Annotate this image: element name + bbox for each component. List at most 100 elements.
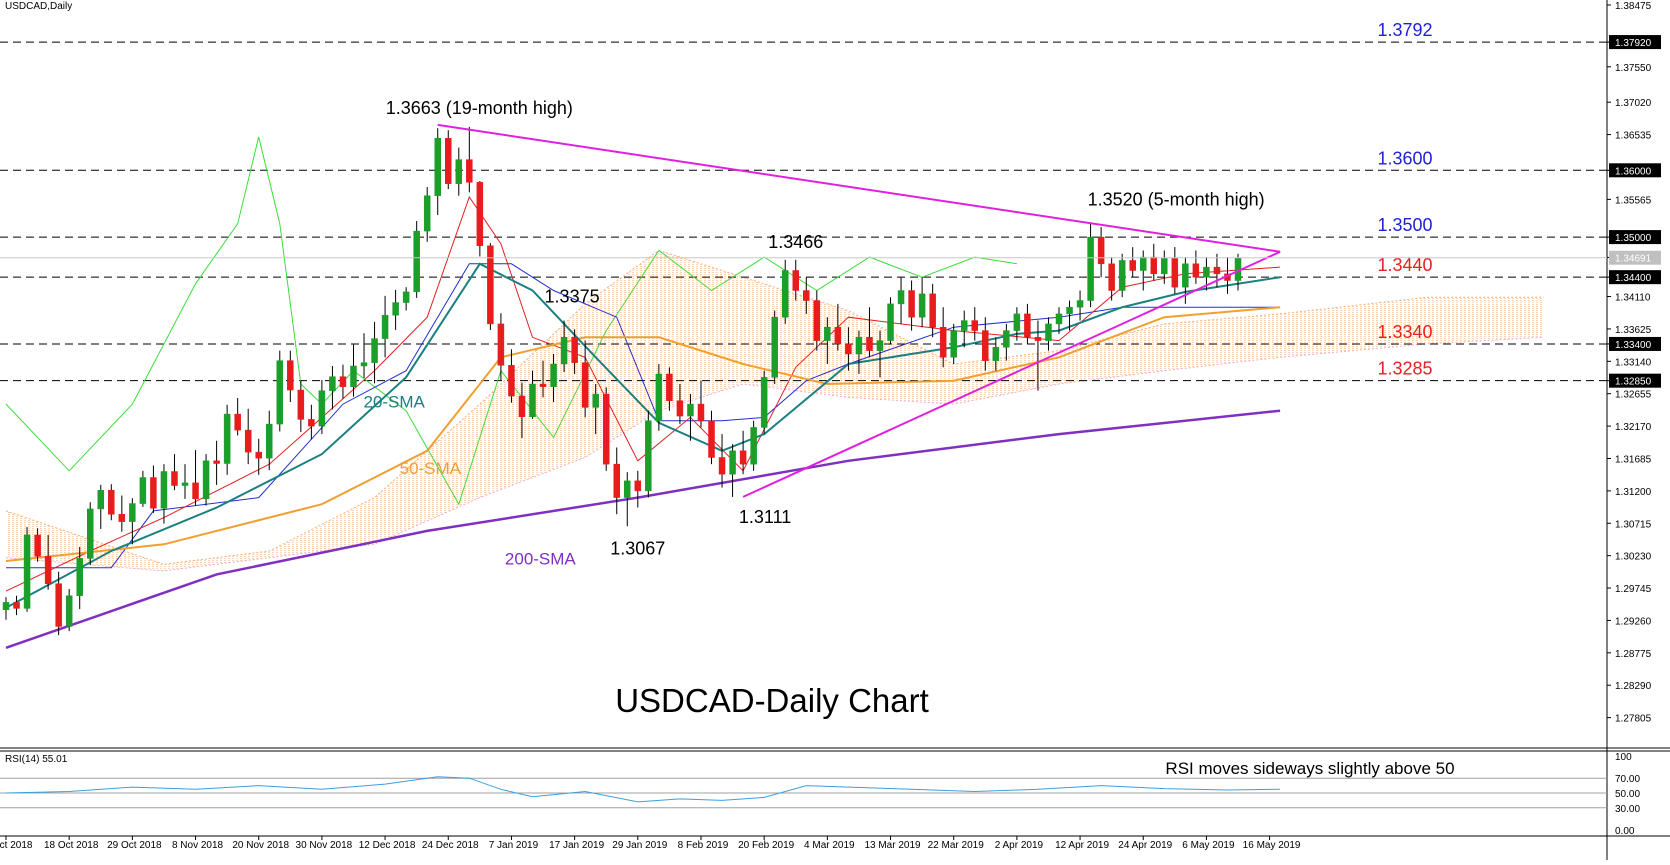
candle-body: [729, 450, 736, 475]
candle-body: [676, 400, 684, 417]
y-tick-label: 1.33625: [1615, 325, 1652, 336]
candle-body: [350, 365, 357, 387]
rsi-tick-label: 100: [1615, 752, 1632, 763]
candle-body: [950, 330, 957, 358]
x-tick-label: 4 Mar 2019: [804, 840, 855, 851]
candle-body: [834, 327, 842, 345]
chikou-line: [5, 136, 1017, 506]
y-tick-label: 1.31685: [1615, 454, 1652, 465]
y-tick-label: 1.38475: [1615, 1, 1652, 12]
x-tick-label: 13 Mar 2019: [864, 840, 921, 851]
candle-body: [2, 602, 10, 611]
y-tick-label: 1.37550: [1615, 63, 1652, 74]
candle-body: [697, 403, 705, 421]
y-tick-label: 1.33140: [1615, 357, 1652, 368]
candle-body: [508, 365, 515, 397]
candle-body: [718, 457, 726, 475]
candle-body: [476, 182, 484, 247]
ichimoku-cloud: [6, 250, 1544, 571]
candle-body: [129, 503, 136, 522]
candle-body: [539, 383, 547, 387]
level-axis-badge: [1609, 163, 1661, 178]
candle-body: [402, 291, 410, 303]
candle-body: [613, 463, 620, 498]
rsi-tick-label: 70.00: [1615, 774, 1640, 785]
y-tick-label: 1.32170: [1615, 422, 1652, 433]
candle-body: [108, 489, 115, 515]
x-tick-label: 29 Oct 2018: [107, 840, 162, 851]
candle-body: [792, 270, 799, 291]
candle-body: [1150, 256, 1158, 275]
candle-body: [413, 230, 420, 293]
level-axis-label: 1.32850: [1615, 377, 1652, 388]
x-tick-label: 8 Feb 2019: [678, 840, 729, 851]
y-tick-label: 1.31200: [1615, 487, 1652, 498]
candle-body: [739, 450, 747, 465]
rsi-tick-label: 50.00: [1615, 789, 1640, 800]
candle-body: [150, 477, 157, 509]
candle-body: [845, 343, 852, 355]
sma-label-50-SMA: 50-SMA: [400, 459, 462, 478]
candle-body: [160, 471, 168, 509]
candle-body: [1171, 258, 1179, 288]
x-tick-label: 29 Jan 2019: [612, 840, 667, 851]
candle-body: [34, 534, 41, 557]
level-label-1.3500: 1.3500: [1377, 215, 1432, 235]
candle-body: [897, 290, 905, 305]
candle-body: [497, 323, 505, 366]
symbol-label: USDCAD,Daily: [5, 1, 73, 12]
price-annotation-3: 1.3520 (5-month high): [1088, 190, 1265, 210]
candle-body: [971, 320, 979, 331]
y-tick-label: 1.29260: [1615, 616, 1652, 627]
level-label-1.3600: 1.3600: [1377, 148, 1432, 168]
candle-body: [223, 413, 231, 464]
level-axis-badge: [1609, 336, 1661, 351]
candle-body: [1076, 300, 1084, 308]
x-tick-label: 8 Nov 2018: [172, 840, 224, 851]
triangle-lower-line: [742, 250, 1281, 498]
candle-body: [982, 330, 989, 361]
candle-body: [455, 159, 463, 184]
candle-body: [1066, 306, 1073, 315]
candle-body: [487, 245, 494, 325]
candle-body: [750, 427, 757, 465]
candle-body: [434, 137, 441, 196]
candle-body: [1108, 263, 1115, 291]
candle-body: [1034, 337, 1042, 341]
level-axis-label: 1.35000: [1615, 233, 1652, 244]
candle-body: [1013, 313, 1021, 331]
x-tick-label: 16 May 2019: [1243, 840, 1301, 851]
candle-body: [202, 460, 210, 500]
candle-body: [1055, 313, 1063, 325]
candle-body: [445, 137, 452, 184]
price-annotation-4: 1.3067: [610, 538, 665, 558]
candle-body: [118, 514, 126, 522]
level-axis-label: 1.34400: [1615, 273, 1652, 284]
candle-body: [1024, 313, 1031, 338]
candle-body: [560, 337, 568, 365]
candle-body: [1161, 258, 1168, 275]
x-tick-label: 18 Oct 2018: [44, 840, 99, 851]
sma-label-20-SMA: 20-SMA: [363, 392, 425, 411]
candle-body: [1045, 323, 1052, 341]
candle-body: [339, 376, 347, 387]
tenkan-line: [5, 195, 1281, 592]
price-annotation-0: 1.3663 (19-month high): [386, 98, 573, 118]
current-price-label: 1.34691: [1615, 254, 1652, 265]
candle-body: [855, 337, 863, 355]
candle-body: [1213, 266, 1221, 275]
x-tick-label: 24 Apr 2019: [1118, 840, 1172, 851]
level-axis-label: 1.33400: [1615, 340, 1652, 351]
level-label-1.3340: 1.3340: [1377, 322, 1432, 342]
candle-body: [192, 482, 199, 500]
current-price-badge: [1609, 250, 1661, 265]
y-tick-label: 1.30715: [1615, 519, 1652, 530]
x-tick-label: 20 Nov 2018: [232, 840, 289, 851]
candle-body: [529, 383, 536, 417]
rsi-annotation: RSI moves sideways slightly above 50: [1165, 759, 1454, 778]
candle-body: [244, 429, 252, 453]
candle-body: [139, 477, 147, 504]
price-annotation-5: 1.3111: [739, 507, 791, 527]
candle-body: [1129, 260, 1136, 271]
candle-body: [624, 480, 631, 498]
